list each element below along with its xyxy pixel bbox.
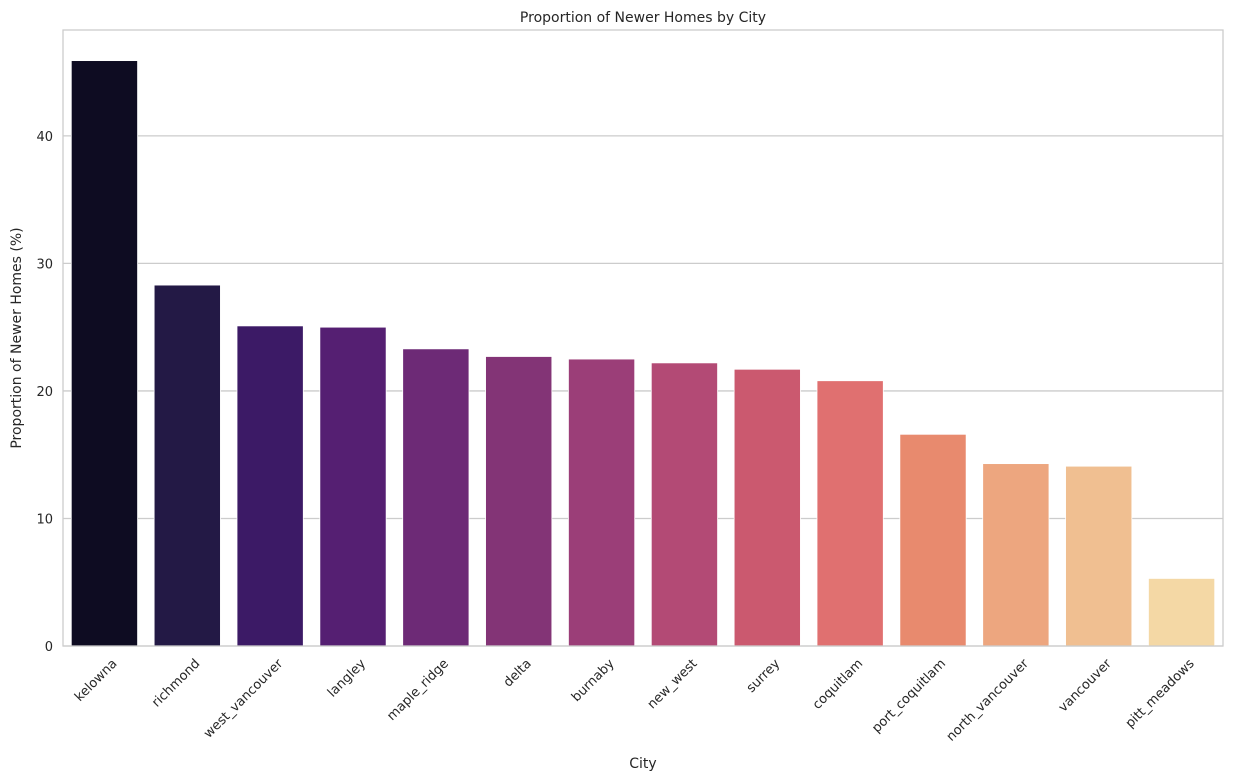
x-tick-label: delta [501, 656, 535, 690]
x-tick-label: port_coquitlam [869, 656, 949, 736]
x-tick-label: maple_ridge [384, 656, 451, 723]
x-tick-label: north_vancouver [944, 656, 1033, 745]
bar-delta [485, 356, 553, 647]
x-tick-label: langley [325, 656, 369, 700]
y-tick-label: 0 [45, 640, 53, 655]
y-axis-label: Proportion of Newer Homes (%) [9, 227, 25, 448]
x-tick-label: new_west [645, 656, 701, 712]
x-tick-label: burnaby [569, 656, 618, 705]
y-tick-label: 20 [36, 385, 53, 400]
bar-port-coquitlam [899, 433, 967, 647]
bar-new-west [650, 362, 718, 647]
y-tick-label: 40 [36, 130, 53, 145]
bar-west-vancouver [236, 325, 304, 647]
x-tick-label: kelowna [72, 656, 120, 704]
x-tick-label: surrey [744, 656, 784, 696]
bar-richmond [153, 284, 221, 647]
chart-title: Proportion of Newer Homes by City [520, 10, 766, 26]
bar-langley [319, 326, 387, 647]
bar-pitt-meadows [1148, 578, 1216, 647]
plot-frame [62, 29, 1224, 647]
bar-vancouver [1065, 465, 1133, 647]
bar-kelowna [70, 60, 138, 647]
bar-coquitlam [816, 380, 884, 647]
bars [70, 60, 1216, 647]
x-tick-label: richmond [149, 656, 203, 710]
x-tick-label: west_vancouver [201, 656, 287, 742]
bar-burnaby [568, 358, 636, 647]
y-tick-label: 10 [36, 512, 53, 527]
y-tick-label: 30 [36, 257, 53, 272]
bar-maple-ridge [402, 348, 470, 647]
bar-surrey [733, 368, 801, 647]
bar-north-vancouver [982, 463, 1050, 647]
x-tick-label: pitt_meadows [1123, 656, 1198, 731]
x-tick-label: vancouver [1056, 656, 1115, 715]
x-tick-label: coquitlam [810, 656, 866, 712]
x-axis-label: City [629, 756, 656, 772]
y-ticks: 0 10 20 30 40 [36, 130, 53, 655]
